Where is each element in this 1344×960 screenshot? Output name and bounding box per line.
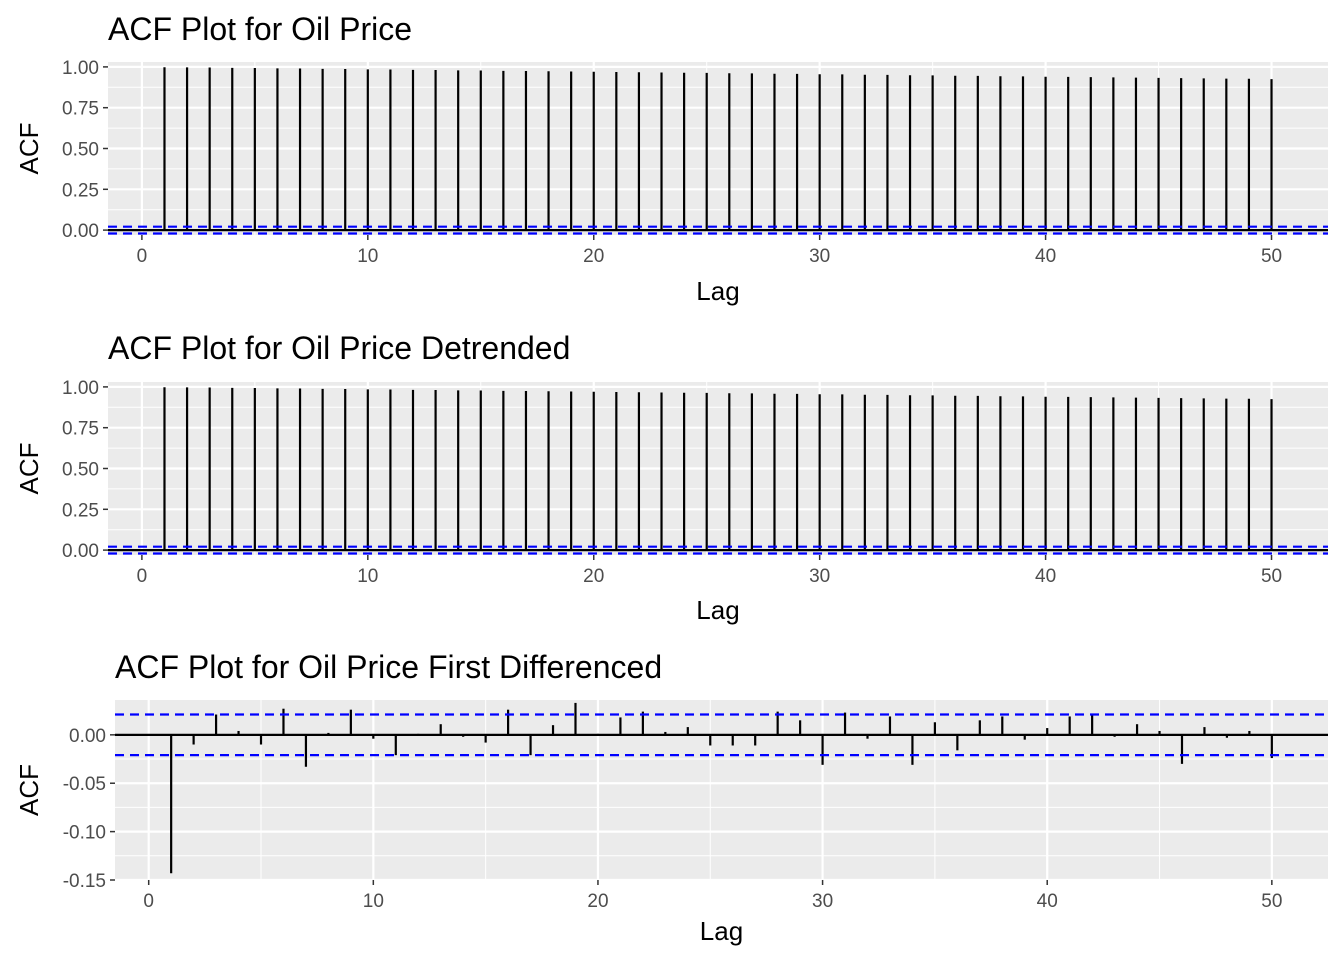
x-axis-label: Lag	[696, 276, 739, 306]
y-tick-label: 0.00	[69, 726, 106, 747]
x-tick-label: 30	[812, 891, 833, 912]
x-tick-label: 0	[137, 566, 148, 587]
y-tick-label: -0.05	[63, 774, 106, 795]
x-tick-label: 10	[357, 566, 378, 587]
x-tick-label: 50	[1261, 246, 1282, 267]
y-tick-label: 0.25	[62, 180, 99, 201]
x-tick-label: 0	[137, 246, 148, 267]
x-tick-label: 50	[1261, 891, 1282, 912]
y-tick-label: -0.15	[63, 871, 106, 892]
y-tick-label: 0.75	[62, 419, 99, 440]
x-axis-label: Lag	[700, 916, 743, 946]
y-tick-label: 0.75	[62, 99, 99, 120]
acf-panel-2: 0.00 0.25 0.50 0.75 1.00 0 10 20 30 40 50 ACF Plot …	[14, 330, 1328, 625]
x-tick-label: 0	[143, 891, 154, 912]
x-tick-label: 20	[583, 566, 604, 587]
y-tick-label: 0.00	[62, 541, 99, 562]
chart-title: ACF Plot for Oil Price Detrended	[108, 330, 570, 366]
x-tick-label: 30	[809, 246, 830, 267]
x-tick-label: 10	[357, 246, 378, 267]
x-tick-label: 10	[363, 891, 384, 912]
y-tick-label: 1.00	[62, 58, 99, 79]
acf-panel-3: -0.15 -0.10 -0.05 0.00 0 10 20 30 40 50 ACF Plot f…	[14, 649, 1328, 946]
y-tick-label: 0.00	[62, 221, 99, 242]
y-tick-label: 0.25	[62, 500, 99, 521]
x-tick-label: 30	[809, 566, 830, 587]
x-tick-label: 20	[587, 891, 608, 912]
y-axis-label: ACF	[14, 443, 44, 495]
y-tick-label: -0.10	[63, 823, 106, 844]
x-axis-label: Lag	[696, 595, 739, 625]
acf-panel-1: 0.00 0.25 0.50 0.75 1.00 0 10 20 30 40 50 ACF Plot …	[14, 11, 1328, 306]
panel-background	[115, 700, 1328, 880]
y-tick-label: 0.50	[62, 140, 99, 161]
y-axis-label: ACF	[14, 123, 44, 175]
x-tick-label: 40	[1035, 246, 1056, 267]
y-axis-label: ACF	[14, 764, 44, 816]
y-tick-label: 1.00	[62, 378, 99, 399]
chart-title: ACF Plot for Oil Price First Differenced	[115, 649, 662, 685]
chart-title: ACF Plot for Oil Price	[108, 11, 412, 47]
x-tick-label: 40	[1037, 891, 1058, 912]
x-tick-label: 20	[583, 246, 604, 267]
y-tick-label: 0.50	[62, 460, 99, 481]
x-tick-label: 40	[1035, 566, 1056, 587]
x-tick-label: 50	[1261, 566, 1282, 587]
